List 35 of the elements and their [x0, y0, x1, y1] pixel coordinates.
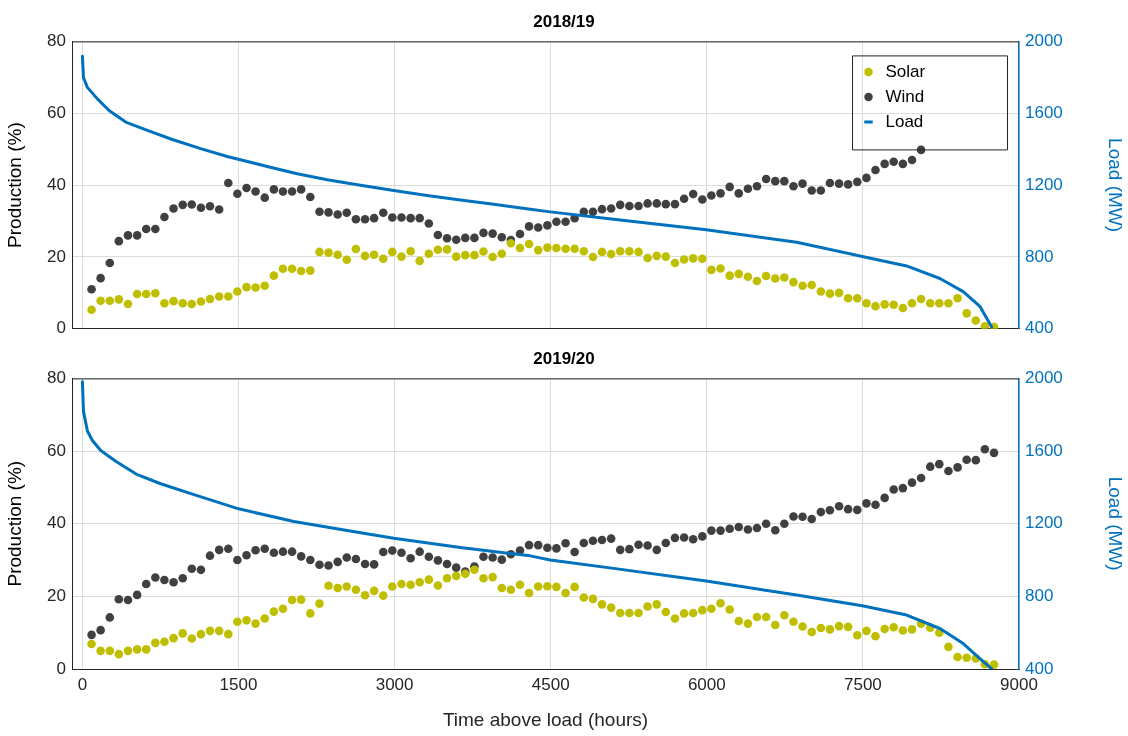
y-tick-label: 0 — [56, 318, 66, 338]
y2-tick-label: 2000 — [1025, 368, 1063, 388]
x-tick-label: 7500 — [843, 674, 882, 694]
chart-title: 2019/20 — [533, 348, 595, 368]
y2-axis-title: Load (MW) — [1105, 138, 1127, 233]
legend-label: Load — [885, 111, 924, 131]
y-axis-title: Production (%) — [3, 122, 25, 248]
legend-label: Solar — [885, 61, 926, 81]
y2-tick-label: 2000 — [1025, 31, 1063, 51]
y-tick-label: 20 — [47, 246, 66, 266]
y-tick-label: 60 — [47, 102, 66, 122]
y-tick-label: 40 — [47, 513, 66, 533]
y-tick-label: 0 — [56, 658, 66, 678]
x-tick-label: 6000 — [687, 674, 726, 694]
y-tick-label: 40 — [47, 174, 66, 194]
chart-title: 2018/19 — [533, 11, 595, 31]
y-tick-label: 60 — [47, 440, 66, 460]
y-tick-label: 80 — [47, 368, 66, 388]
x-tick-label: 1500 — [219, 674, 258, 694]
y-axis-title: Production (%) — [3, 460, 25, 587]
y2-tick-label: 400 — [1025, 318, 1054, 338]
x-axis-title: Time above load (hours) — [442, 708, 649, 730]
y-tick-label: 20 — [47, 586, 66, 606]
y2-tick-label: 1200 — [1025, 174, 1063, 194]
y2-tick-label: 1200 — [1025, 513, 1063, 533]
x-tick-label: 0 — [77, 674, 88, 694]
x-tick-label: 3000 — [375, 674, 414, 694]
x-tick-label: 4500 — [531, 674, 570, 694]
y2-tick-label: 1600 — [1025, 102, 1063, 122]
legend-label: Wind — [885, 86, 925, 106]
y2-tick-label: 800 — [1025, 246, 1054, 266]
y2-tick-label: 800 — [1025, 586, 1054, 606]
y2-tick-label: 1600 — [1025, 440, 1063, 460]
y2-axis-title: Load (MW) — [1105, 476, 1127, 571]
y-tick-label: 80 — [47, 31, 66, 51]
